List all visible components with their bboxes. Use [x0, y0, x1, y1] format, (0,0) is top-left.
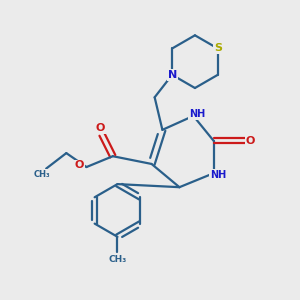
Text: NH: NH — [189, 110, 205, 119]
Text: NH: NH — [210, 170, 226, 180]
Text: N: N — [167, 70, 177, 80]
Text: O: O — [245, 136, 255, 146]
Text: CH₃: CH₃ — [33, 170, 50, 179]
Text: S: S — [214, 44, 222, 53]
Text: O: O — [96, 123, 105, 133]
Text: CH₃: CH₃ — [108, 255, 127, 264]
Text: O: O — [75, 160, 84, 170]
